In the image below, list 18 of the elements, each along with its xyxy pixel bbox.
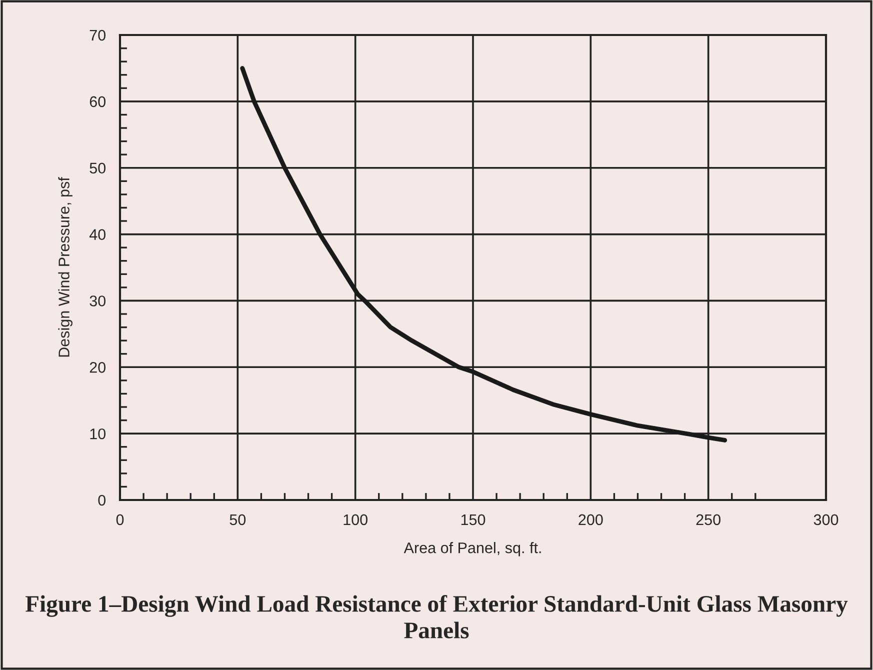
y-tick-label: 70 bbox=[90, 30, 106, 41]
x-tick-label: 200 bbox=[578, 514, 603, 526]
x-tick-label: 150 bbox=[461, 514, 486, 526]
x-tick-label: 0 bbox=[116, 514, 124, 526]
y-tick-label: 0 bbox=[98, 494, 106, 506]
x-tick-label: 250 bbox=[696, 514, 720, 526]
y-tick-label: 40 bbox=[89, 229, 106, 240]
y-tick-label: 10 bbox=[90, 428, 106, 440]
y-tick-label: 50 bbox=[90, 162, 106, 174]
y-tick-label: 20 bbox=[90, 362, 106, 373]
x-tick-label: 100 bbox=[344, 514, 368, 526]
x-tick-label: 50 bbox=[230, 514, 246, 526]
x-axis-title: Area of Panel, sq. ft. bbox=[404, 542, 541, 556]
x-tick-label: 300 bbox=[814, 514, 838, 526]
y-tick-label: 60 bbox=[90, 96, 106, 108]
y-tick-label: 30 bbox=[90, 296, 106, 306]
y-axis-title: Design Wind Pressure, psf bbox=[58, 177, 72, 357]
text: Figure 1–Design Wind Load Resistance of Exterior Standard-Unit Glass Masonry Panels bbox=[26, 595, 848, 638]
